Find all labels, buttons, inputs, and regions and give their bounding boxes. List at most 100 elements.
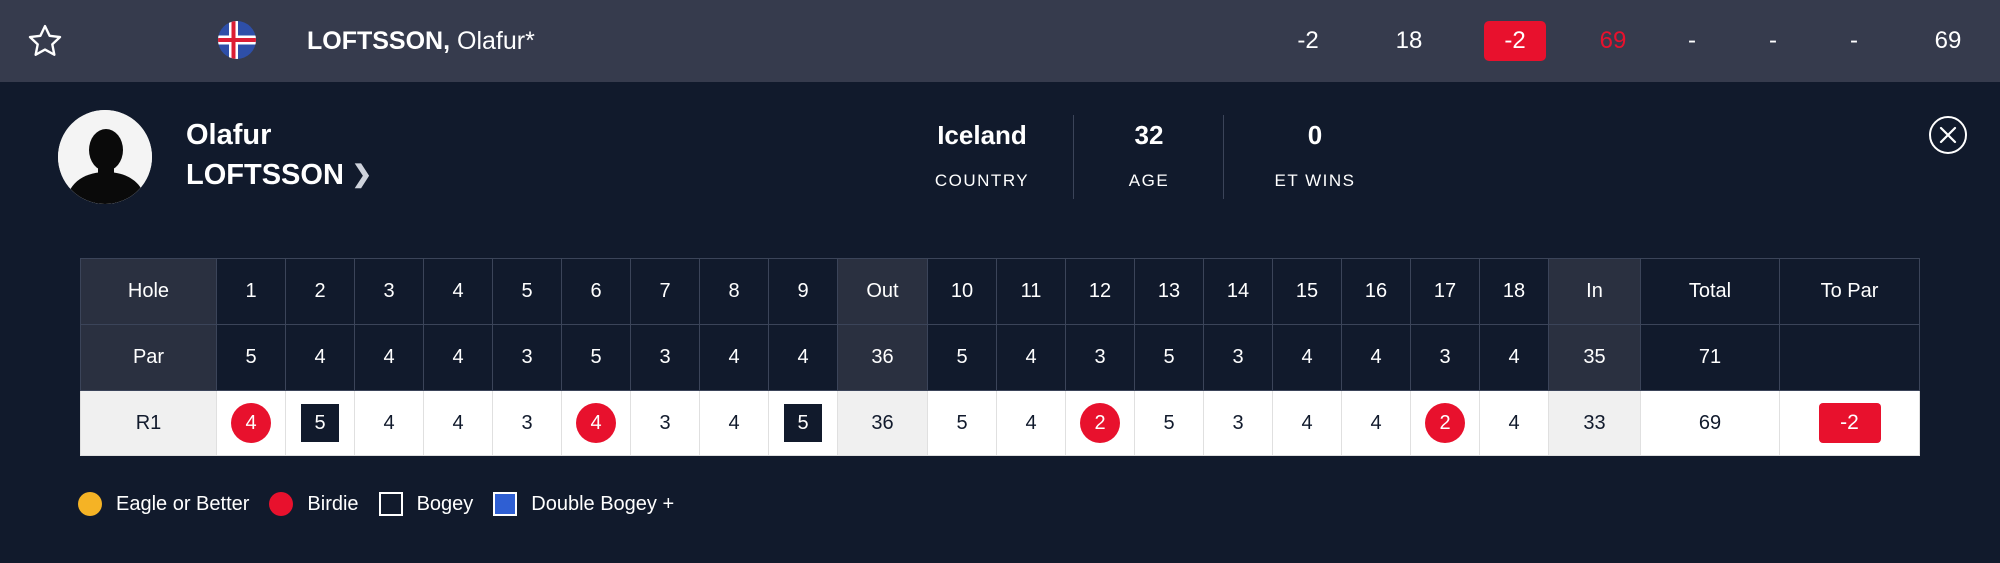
score-cell: 16	[1341, 258, 1411, 325]
bogey-mark: 5	[301, 404, 339, 442]
legend-eagle: Eagle or Better	[78, 492, 249, 516]
score-cell: 5	[216, 324, 286, 391]
score-cell: 5	[1134, 390, 1204, 456]
score-cell: 4	[354, 390, 424, 456]
cell-value: 4	[452, 346, 464, 368]
score-cell: 4	[423, 324, 493, 391]
cell-value: 16	[1364, 280, 1388, 302]
cell-value: 9	[797, 280, 809, 302]
age-value: 32	[1134, 120, 1164, 150]
score-cell: 4	[561, 390, 631, 456]
cell-value: 14	[1226, 280, 1250, 302]
cell-value: 5	[1163, 346, 1175, 368]
score-cell: 2	[1410, 390, 1480, 456]
cell-value: 4	[728, 346, 740, 368]
birdie-mark: 2	[1080, 403, 1120, 443]
cell-value: 3	[1232, 411, 1244, 434]
score-cell: 5	[285, 390, 355, 456]
score-cell: 4	[423, 258, 493, 325]
cell-value: 12	[1088, 280, 1112, 302]
score-cell: 15	[1272, 258, 1342, 325]
player-name[interactable]: LOFTSSON, Olafur*	[307, 24, 535, 58]
cell-value: 10	[950, 280, 974, 302]
legend-bogey: Bogey	[378, 492, 474, 516]
cell-value: 5	[956, 346, 968, 368]
score-cell: -2	[1779, 390, 1920, 456]
cell-value: 33	[1583, 411, 1606, 434]
score-cell: 12	[1065, 258, 1135, 325]
score-cell: 3	[1410, 324, 1480, 391]
player-last-name: LOFTSSON,	[307, 27, 451, 55]
stat-thru: 18	[1395, 27, 1423, 54]
score-cell: 2	[1065, 390, 1135, 456]
cell-value: 3	[1232, 346, 1244, 368]
legend-birdie: Birdie	[269, 492, 359, 516]
score-cell: 3	[630, 390, 700, 456]
score-cell: 4	[1341, 390, 1411, 456]
round-1-row: R1 4 5 4 4 3 4 3 4 5 36 5 4 2 5 3 4 4 2 4 33 69 -2	[80, 390, 1920, 456]
cell-value: 5	[521, 280, 533, 302]
legend-birdie-label: Birdie	[307, 492, 359, 515]
cell-value: 4	[383, 411, 395, 434]
stat-r4-score: -	[1850, 27, 1858, 54]
score-cell	[1779, 324, 1920, 391]
cell-value: 5	[245, 346, 257, 368]
age-label: AGE	[1128, 171, 1170, 190]
close-button[interactable]	[1929, 116, 1967, 154]
stat-round-to-par: -2	[1484, 21, 1546, 61]
score-cell: 14	[1203, 258, 1273, 325]
cell-value: 4	[1370, 346, 1382, 368]
cell-value: 71	[1698, 346, 1722, 368]
row-label-cell: R1	[80, 390, 217, 456]
score-cell: In	[1548, 258, 1641, 325]
birdie-mark: 4	[576, 403, 616, 443]
cell-value: 5	[956, 411, 968, 434]
cell-value: 4	[383, 346, 395, 368]
stat-to-par: -2	[1297, 27, 1319, 54]
score-cell: 4	[768, 324, 838, 391]
cell-value: 4	[1508, 346, 1520, 368]
legend-double-bogey-label: Double Bogey +	[531, 492, 675, 515]
cell-value: 5	[590, 346, 602, 368]
hole-row: Hole 1 2 3 4 5 6 7 8 9 Out 10 11 12 13 14 15 16 17 18 In Tota…	[80, 258, 1920, 325]
cell-value: R1	[135, 411, 162, 434]
cell-value: 15	[1295, 280, 1319, 302]
profile-first-name: Olafur	[186, 119, 272, 151]
score-cell: 4	[699, 324, 769, 391]
score-cell: 3	[1203, 324, 1273, 391]
iceland-flag-icon	[218, 21, 256, 59]
par-row: Par 5 4 4 4 3 5 3 4 4 36 5 4 3 5 3 4 4 3 4 35 71	[80, 324, 1920, 391]
cell-value: 3	[659, 411, 671, 434]
score-cell: 10	[927, 258, 997, 325]
cell-value: 3	[521, 411, 533, 434]
score-cell: 36	[837, 390, 928, 456]
score-cell: 13	[1134, 258, 1204, 325]
cell-value: 3	[1439, 346, 1451, 368]
leaderboard-row[interactable]: LOFTSSON, Olafur* -2 18 -2 69 - - - 69	[0, 0, 2000, 82]
legend-double-bogey: Double Bogey +	[493, 492, 674, 516]
bogey-swatch-icon	[378, 492, 403, 516]
divider	[1073, 115, 1074, 199]
star-icon[interactable]	[26, 22, 64, 60]
cell-value: 17	[1433, 280, 1457, 302]
wins-value: 0	[1307, 120, 1323, 150]
row-label-cell: Hole	[80, 258, 217, 325]
stat-total: 69	[1934, 27, 1962, 54]
cell-value: 1	[245, 280, 257, 302]
score-cell: 4	[1341, 324, 1411, 391]
score-cell: 36	[837, 324, 928, 391]
score-legend: Eagle or Better Birdie Bogey Double Boge…	[78, 492, 694, 516]
wins-label: ET WINS	[1274, 171, 1356, 190]
cell-value: 3	[659, 346, 671, 368]
score-cell: 8	[699, 258, 769, 325]
score-cell: 3	[1065, 324, 1135, 391]
score-cell: 4	[285, 324, 355, 391]
cell-value: 36	[871, 346, 894, 368]
cell-value: 3	[521, 346, 533, 368]
profile-link[interactable]: LOFTSSON ❯	[186, 157, 372, 193]
legend-bogey-label: Bogey	[416, 492, 474, 515]
score-cell: To Par	[1779, 258, 1920, 325]
to-par-badge: -2	[1818, 403, 1881, 443]
close-icon	[1939, 126, 1957, 144]
score-cell: Total	[1640, 258, 1780, 325]
